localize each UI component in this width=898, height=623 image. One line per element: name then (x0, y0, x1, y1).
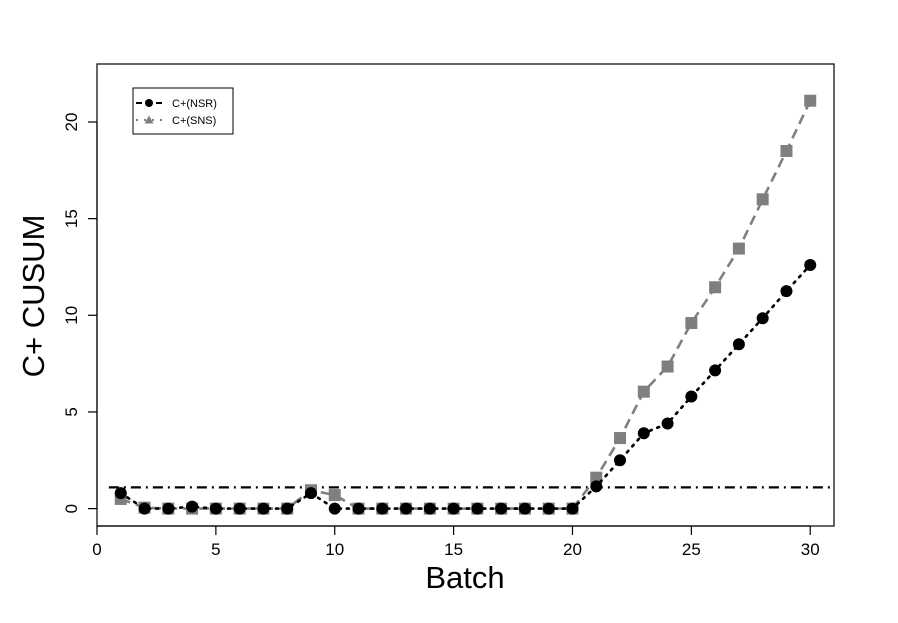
series-1-point (352, 502, 365, 515)
series-1-point (685, 390, 698, 403)
series-1-point (114, 487, 127, 500)
legend-label: C+(NSR) (172, 98, 217, 110)
legend-marker (145, 99, 153, 107)
series-1-point (423, 502, 436, 515)
series-1-point (590, 480, 603, 493)
y-tick-label: 15 (62, 209, 81, 228)
series-1-point (257, 502, 270, 515)
series-1 (114, 259, 817, 515)
y-axis: 0 5 10 15 20 (62, 113, 98, 513)
series-1-point (281, 502, 294, 515)
series-1-point (400, 502, 413, 515)
y-axis-title: C+ CUSUM (16, 215, 51, 378)
series-2-point (756, 193, 769, 206)
series-1-point (804, 259, 817, 272)
legend-item-2: C+(SNS) (136, 115, 216, 127)
series-1-point (709, 364, 722, 377)
y-tick-label: 10 (62, 306, 81, 325)
series-1-point (471, 502, 484, 515)
legend-item-1: C+(NSR) (136, 98, 217, 110)
series-2-point (328, 489, 341, 502)
legend-box (132, 87, 234, 135)
series-2-point (780, 144, 793, 157)
series-1-point (566, 502, 579, 515)
legend: C+(NSR) C+(SNS) (132, 87, 234, 135)
series-1-point (661, 417, 674, 430)
series-2-point (709, 281, 722, 294)
series-1-point (162, 502, 175, 515)
series-1-point (637, 427, 650, 440)
series-1-point (732, 338, 745, 351)
x-tick-label: 30 (801, 540, 820, 559)
series-1-point (542, 502, 555, 515)
series-1-point (209, 502, 222, 515)
series-2-point (590, 471, 603, 484)
series-1-point (186, 500, 199, 513)
x-tick-label: 0 (92, 540, 101, 559)
series-1-point (447, 502, 460, 515)
series-1-point (376, 502, 389, 515)
x-tick-label: 20 (563, 540, 582, 559)
series-2-point (732, 242, 745, 255)
y-tick-label: 5 (62, 407, 81, 416)
series-2-point (614, 432, 627, 445)
x-tick-label: 10 (325, 540, 344, 559)
series-2 (114, 94, 817, 515)
x-axis-title: Batch (425, 560, 504, 595)
series-2-point (661, 360, 674, 373)
series-1-point (138, 502, 151, 515)
series-2-point (637, 385, 650, 398)
series-2-point (685, 317, 698, 330)
series-2-point (804, 94, 817, 107)
series-1-point (756, 312, 769, 325)
series-1-point (233, 502, 246, 515)
series-1-point (304, 487, 317, 500)
series-1-point (328, 502, 341, 515)
legend-marker (144, 115, 154, 124)
x-tick-label: 25 (682, 540, 701, 559)
series-1-point (518, 502, 531, 515)
y-tick-label: 20 (62, 113, 81, 132)
legend-label: C+(SNS) (172, 115, 216, 127)
series-1-point (614, 454, 627, 467)
series-1-point (495, 502, 508, 515)
x-tick-label: 15 (444, 540, 463, 559)
y-tick-label: 0 (62, 504, 81, 513)
x-tick-label: 5 (211, 540, 220, 559)
series-2-line (120, 100, 812, 510)
x-axis: 0 5 10 15 20 25 30 (92, 525, 820, 559)
series-1-point (780, 285, 793, 298)
series-group (114, 94, 817, 515)
